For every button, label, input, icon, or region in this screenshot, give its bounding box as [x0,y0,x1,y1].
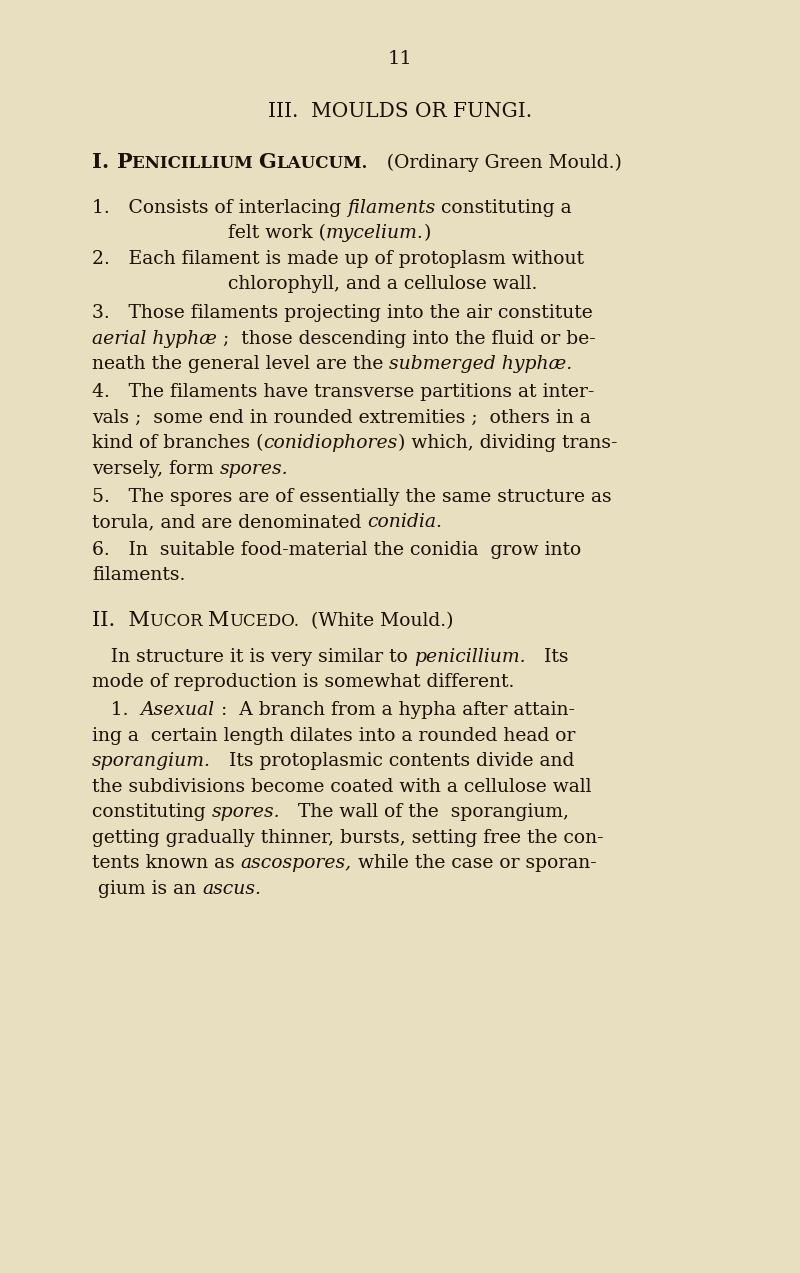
Text: II.  M: II. M [92,611,150,630]
Text: UCEDO.: UCEDO. [229,614,299,630]
Text: I.: I. [92,151,117,172]
Text: ): ) [424,224,431,242]
Text: ENICILLIUM: ENICILLIUM [132,155,258,172]
Text: In structure it is very similar to: In structure it is very similar to [92,648,414,666]
Text: filaments: filaments [347,199,435,216]
Text: 2. Each filament is made up of protoplasm without: 2. Each filament is made up of protoplas… [92,250,584,267]
Text: 5. The spores are of essentially the same structure as: 5. The spores are of essentially the sam… [92,488,612,505]
Text: 11: 11 [388,50,412,67]
Text: spores.: spores. [212,803,280,821]
Text: the subdivisions become coated with a cellulose wall: the subdivisions become coated with a ce… [92,778,591,796]
Text: penicillium.: penicillium. [414,648,526,666]
Text: conidia.: conidia. [367,513,442,531]
Text: getting gradually thinner, bursts, setting free the con-: getting gradually thinner, bursts, setti… [92,829,604,847]
Text: kind of branches (: kind of branches ( [92,434,263,452]
Text: sporangium.: sporangium. [92,752,211,770]
Text: UCOR: UCOR [150,614,208,630]
Text: mycelium.: mycelium. [326,224,424,242]
Text: 3. Those filaments projecting into the air constitute: 3. Those filaments projecting into the a… [92,304,593,322]
Text: III.  MOULDS OR FUNGI.: III. MOULDS OR FUNGI. [268,102,532,121]
Text: LAUCUM.: LAUCUM. [276,155,368,172]
Text: neath the general level are the: neath the general level are the [92,355,390,373]
Text: tents known as: tents known as [92,854,241,872]
Text: P: P [117,151,132,172]
Text: mode of reproduction is somewhat different.: mode of reproduction is somewhat differe… [92,673,514,691]
Text: 4. The filaments have transverse partitions at inter-: 4. The filaments have transverse partiti… [92,383,594,401]
Text: ;  those descending into the fluid or be-: ; those descending into the fluid or be- [217,330,596,348]
Text: ascospores,: ascospores, [241,854,352,872]
Text: (Ordinary Green Mould.): (Ordinary Green Mould.) [368,154,622,172]
Text: chlorophyll, and a cellulose wall.: chlorophyll, and a cellulose wall. [228,275,538,293]
Text: :  A branch from a hypha after attain-: : A branch from a hypha after attain- [214,701,574,719]
Text: aerial hyphæ: aerial hyphæ [92,330,217,348]
Text: G: G [258,151,276,172]
Text: torula, and are denominated: torula, and are denominated [92,513,367,531]
Text: conidiophores: conidiophores [263,434,398,452]
Text: submerged hyphæ.: submerged hyphæ. [390,355,573,373]
Text: M: M [208,611,229,630]
Text: Its protoplasmic contents divide and: Its protoplasmic contents divide and [211,752,574,770]
Text: Asexual: Asexual [141,701,214,719]
Text: constituting: constituting [92,803,212,821]
Text: Its: Its [526,648,568,666]
Text: versely, form: versely, form [92,460,220,477]
Text: ing a  certain length dilates into a rounded head or: ing a certain length dilates into a roun… [92,727,575,745]
Text: while the case or sporan-: while the case or sporan- [352,854,597,872]
Text: felt work (: felt work ( [228,224,326,242]
Text: gium is an: gium is an [92,880,202,897]
Text: 1. Consists of interlacing: 1. Consists of interlacing [92,199,347,216]
Text: ascus.: ascus. [202,880,261,897]
Text: (White Mould.): (White Mould.) [299,612,454,630]
Text: constituting a: constituting a [435,199,572,216]
Text: The wall of the  sporangium,: The wall of the sporangium, [280,803,570,821]
Text: ) which, dividing trans-: ) which, dividing trans- [398,434,618,452]
Text: 6. In  suitable food-material the conidia  grow into: 6. In suitable food-material the conidia… [92,541,582,559]
Text: spores.: spores. [220,460,288,477]
Text: 1.: 1. [92,701,141,719]
Text: vals ;  some end in rounded extremities ;  others in a: vals ; some end in rounded extremities ;… [92,409,591,426]
Text: filaments.: filaments. [92,566,186,584]
